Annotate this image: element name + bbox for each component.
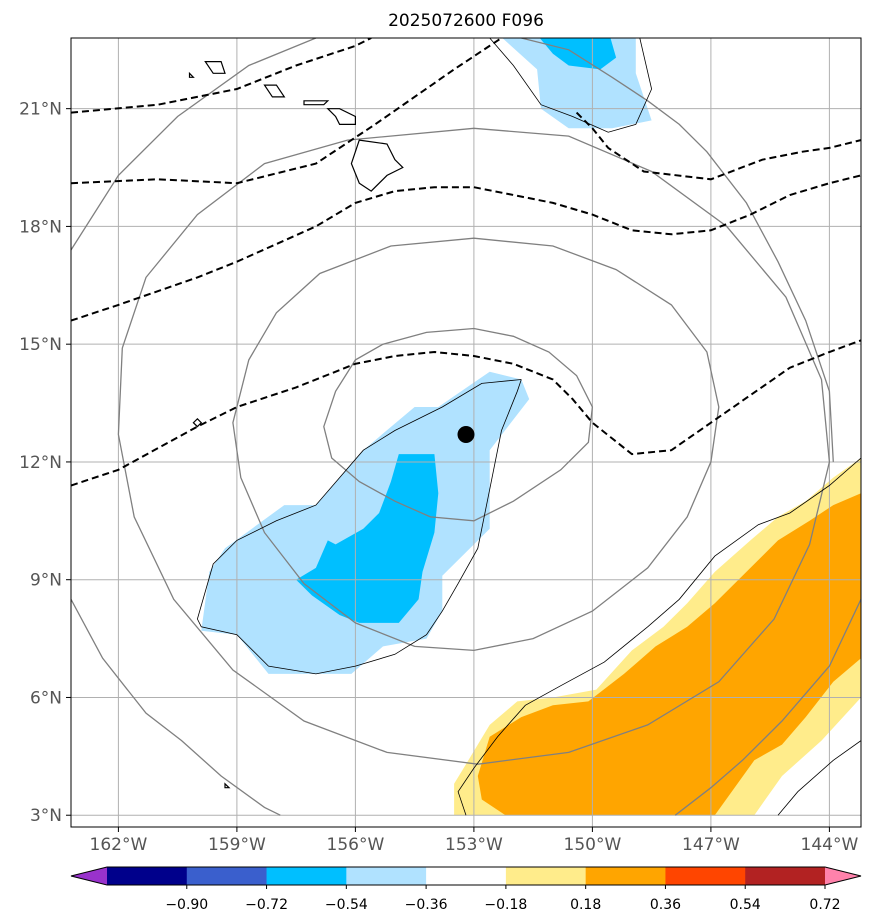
colorbar-tick-label-1: −0.72 <box>245 897 288 913</box>
colorbar-segment-1 <box>186 867 268 885</box>
colorbar-outline <box>70 866 862 886</box>
colorbar-extend-low <box>71 867 107 885</box>
chart-title: 2025072600 F096 <box>388 11 544 31</box>
colorbar-segment-2 <box>266 867 347 885</box>
y-tick-label-3: 12°N <box>19 453 62 473</box>
x-tick-label-2: 156°W <box>327 835 385 855</box>
thin-contour-1 <box>489 38 653 133</box>
colorbar-segment-4 <box>426 867 507 885</box>
gray-ring-1 <box>232 237 720 652</box>
filled-region-3 <box>539 38 617 70</box>
x-axis-ticks: 162°W 159°W 156°W 153°W 150°W 147°W 144°W <box>90 827 859 855</box>
colorbar-segment-0 <box>107 867 188 885</box>
dashed-contour-1 <box>71 38 503 185</box>
map-frame <box>70 37 862 828</box>
dashed-contour-3 <box>71 339 861 487</box>
dashed-contour-0 <box>71 38 372 114</box>
island-coastline-1 <box>326 108 356 126</box>
island-coastline-4 <box>204 60 226 74</box>
colorbar-tick-label-4: −0.18 <box>484 897 527 913</box>
colorbar-segment-8 <box>745 867 826 885</box>
coastlines <box>188 60 404 789</box>
island-coastline-0 <box>350 139 404 192</box>
dashed-contour-2 <box>71 174 861 322</box>
gray-ring-4 <box>521 38 834 462</box>
gray-ring-0 <box>323 327 594 522</box>
y-tick-label-4: 15°N <box>19 335 62 355</box>
colorbar-tick-label-8: 0.72 <box>809 897 840 913</box>
thin-contours <box>196 38 861 816</box>
center-marker-group <box>457 425 475 443</box>
y-tick-label-1: 6°N <box>30 688 62 708</box>
gray-ring-6 <box>71 598 281 816</box>
x-tick-label-6: 144°W <box>801 835 859 855</box>
y-tick-label-0: 3°N <box>30 806 62 826</box>
x-tick-label-3: 153°W <box>445 835 503 855</box>
island-coastline-6 <box>192 417 203 428</box>
y-tick-label-2: 9°N <box>30 571 62 591</box>
x-tick-label-1: 159°W <box>208 835 266 855</box>
island-coastline-7 <box>224 782 231 789</box>
island-coastline-2 <box>263 84 286 98</box>
x-tick-label-4: 150°W <box>564 835 622 855</box>
gray-ring-2 <box>117 127 831 765</box>
colorbar-segment-3 <box>346 867 427 885</box>
gray-ring-3 <box>71 38 317 251</box>
gray-ring-5 <box>674 599 861 816</box>
colorbar-tick-label-0: −0.90 <box>165 897 208 913</box>
thin-contour-2 <box>457 457 861 816</box>
filled-region-0 <box>201 371 530 674</box>
colorbar-extend-high <box>825 867 861 885</box>
colorbar-segment-5 <box>505 867 587 885</box>
colorbar-tick-label-2: −0.54 <box>325 897 368 913</box>
colorbar-tick-label-7: 0.54 <box>730 897 761 913</box>
filled-region-1 <box>502 38 652 129</box>
x-tick-label-0: 162°W <box>90 835 148 855</box>
colorbar-tick-label-5: 0.18 <box>570 897 601 913</box>
filled-region-5 <box>477 493 861 816</box>
island-coastline-3 <box>303 100 330 106</box>
y-axis-ticks: 3°N 6°N 9°N 12°N 15°N 18°N 21°N <box>19 100 71 826</box>
x-tick-label-5: 147°W <box>682 835 740 855</box>
colorbar-segment-7 <box>665 867 746 885</box>
thin-contour-0 <box>196 379 522 675</box>
y-tick-label-6: 21°N <box>19 100 62 120</box>
dashed-contours <box>71 38 861 487</box>
gray-rings <box>71 38 861 816</box>
island-coastline-5 <box>188 71 195 78</box>
dashed-contour-4 <box>575 111 861 181</box>
colorbar-segment-6 <box>585 867 666 885</box>
storm-center-marker <box>457 425 475 443</box>
filled-regions <box>201 38 861 816</box>
thin-contour-3 <box>777 740 861 816</box>
colorbar-tick-label-3: −0.36 <box>405 897 448 913</box>
filled-region-2 <box>296 454 439 623</box>
y-tick-label-5: 18°N <box>19 217 62 237</box>
colorbar-tick-label-6: 0.36 <box>650 897 681 913</box>
colorbar: −0.90 −0.72 −0.54 −0.36 −0.18 0.18 0.36 0.54 0.7… <box>70 866 862 913</box>
